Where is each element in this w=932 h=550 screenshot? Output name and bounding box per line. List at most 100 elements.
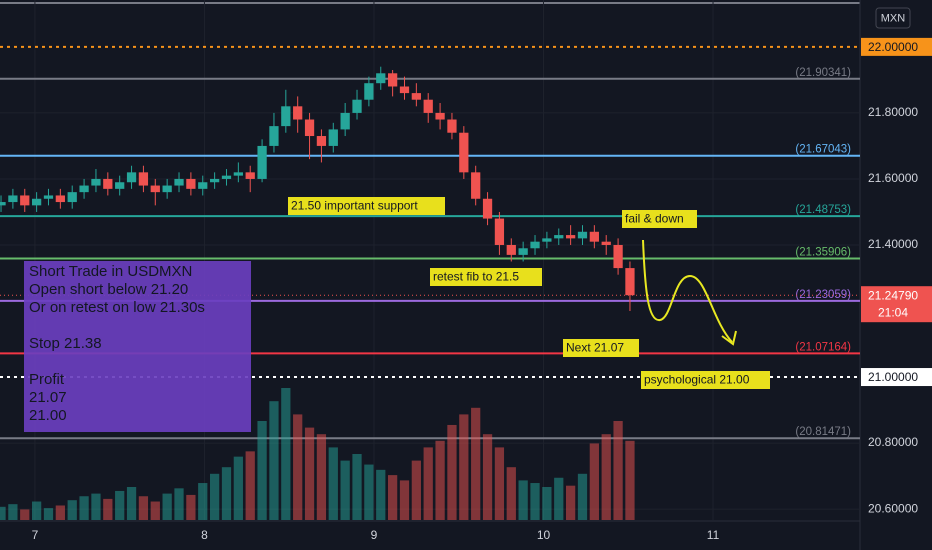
candle-body xyxy=(411,93,421,100)
x-tick-label: 10 xyxy=(537,528,551,542)
volume-bar xyxy=(352,454,362,520)
candle-body xyxy=(150,185,160,193)
candle-body xyxy=(447,119,457,133)
arrow-head xyxy=(721,330,737,346)
note-box xyxy=(24,261,251,432)
notes: 21.50 important support fail & down retest… xyxy=(24,197,770,432)
candle-body xyxy=(138,172,149,186)
candle-body xyxy=(328,129,338,146)
volume xyxy=(0,388,635,520)
volume-bar xyxy=(459,414,469,520)
candle-body xyxy=(293,106,303,120)
annotation-box xyxy=(563,339,639,357)
y-tick-label: 20.60000 xyxy=(868,501,918,515)
note-line: Profit xyxy=(29,371,65,388)
level-label: (21.67043) xyxy=(795,144,851,156)
volume-bar xyxy=(518,480,528,520)
candle-body xyxy=(625,268,635,296)
volume-bar xyxy=(43,508,54,520)
candle-body xyxy=(20,195,30,206)
volume-bar xyxy=(435,440,445,520)
currency-button[interactable]: MXN xyxy=(875,7,911,29)
x-tick-label: 8 xyxy=(201,528,208,542)
candle-body xyxy=(471,172,481,199)
volume-bar xyxy=(387,475,398,520)
last-price-box xyxy=(861,286,932,323)
candle-body xyxy=(399,86,410,94)
candle-body xyxy=(126,172,137,183)
candle-body xyxy=(162,185,172,193)
volume-bar xyxy=(138,496,149,520)
volume-bar xyxy=(55,505,65,520)
candle-body xyxy=(174,178,184,186)
x-tick-label: 11 xyxy=(707,528,720,542)
volume-bar xyxy=(150,501,160,520)
volume-bar xyxy=(340,460,350,520)
volume-bar xyxy=(257,421,267,520)
candle-body xyxy=(364,83,374,100)
annotation-text: psychological 21.00 xyxy=(644,373,750,387)
candle-body xyxy=(376,73,386,84)
level-label: (21.23059) xyxy=(795,289,851,301)
volume-bar xyxy=(328,447,338,520)
volume-bar xyxy=(376,469,386,520)
candle-body xyxy=(459,132,469,173)
candle-body xyxy=(482,198,493,219)
volume-bar xyxy=(423,447,433,520)
level-label-box xyxy=(861,368,932,387)
note-line: 21.07 xyxy=(29,389,67,406)
candle-body xyxy=(67,192,77,203)
annotation-box xyxy=(622,210,697,228)
candle-body xyxy=(103,178,113,189)
annotation-box xyxy=(641,371,770,389)
annotation-text: Next 21.07 xyxy=(566,341,624,355)
volume-bar xyxy=(601,434,611,520)
currency-label[interactable]: MXN xyxy=(881,12,906,24)
volume-bar xyxy=(316,434,327,520)
volume-bar xyxy=(411,460,421,520)
volume-bar xyxy=(625,440,635,520)
candle-body xyxy=(506,244,516,255)
candle-body xyxy=(0,202,6,206)
volume-bar xyxy=(530,483,540,520)
note-line: 21.00 xyxy=(29,407,67,424)
volume-bar xyxy=(494,447,505,520)
volume-bar xyxy=(245,451,255,520)
volume-bar xyxy=(613,421,623,520)
note-line: Open short below 21.20 xyxy=(29,281,188,298)
candle-body xyxy=(518,248,528,255)
volume-bar xyxy=(103,498,113,520)
level-label: (21.07164) xyxy=(795,341,851,353)
candle-body xyxy=(387,73,398,87)
candle-body xyxy=(43,195,54,199)
volume-bar xyxy=(304,427,315,520)
volume-bar xyxy=(589,443,599,520)
candle-body xyxy=(209,178,220,183)
volume-bar xyxy=(233,456,243,520)
level-label: (21.90341) xyxy=(795,67,851,79)
volume-bar xyxy=(447,424,457,520)
candle-body xyxy=(91,178,101,186)
volume-bar xyxy=(91,493,101,520)
last-price-label: 21.24790 xyxy=(868,288,918,302)
candle-body xyxy=(79,185,89,193)
candle-body xyxy=(221,175,232,179)
candle-body xyxy=(198,182,208,189)
annotation-text: fail & down xyxy=(625,212,684,226)
candle-body xyxy=(269,126,279,146)
candle-body xyxy=(31,198,42,206)
volume-bar xyxy=(577,473,588,520)
candle-body xyxy=(435,112,445,120)
annotation-box xyxy=(288,197,445,215)
y-tick-label: 21.40000 xyxy=(868,237,918,251)
volume-bar xyxy=(399,480,410,520)
volume-bar xyxy=(269,401,279,520)
x-tick-label: 9 xyxy=(371,528,378,542)
candle-body xyxy=(340,112,350,130)
currency-button-frame[interactable] xyxy=(875,7,911,29)
volume-bar xyxy=(364,464,374,520)
candle-body xyxy=(530,241,540,249)
volume-bar xyxy=(471,407,481,520)
